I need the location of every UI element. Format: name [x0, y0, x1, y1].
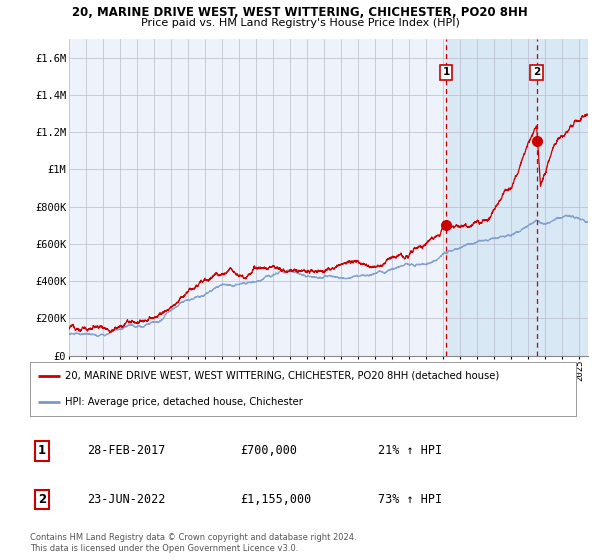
Text: 73% ↑ HPI: 73% ↑ HPI	[378, 493, 442, 506]
Text: HPI: Average price, detached house, Chichester: HPI: Average price, detached house, Chic…	[65, 397, 304, 407]
Text: 2: 2	[533, 67, 540, 77]
Bar	[446, 39, 588, 356]
Text: 1: 1	[38, 444, 46, 458]
Text: £700,000: £700,000	[240, 444, 297, 458]
Text: Contains HM Land Registry data © Crown copyright and database right 2024.
This d: Contains HM Land Registry data © Crown c…	[30, 533, 356, 553]
Text: 20, MARINE DRIVE WEST, WEST WITTERING, CHICHESTER, PO20 8HH: 20, MARINE DRIVE WEST, WEST WITTERING, C…	[72, 6, 528, 18]
Text: Price paid vs. HM Land Registry's House Price Index (HPI): Price paid vs. HM Land Registry's House …	[140, 18, 460, 28]
Text: 2: 2	[38, 493, 46, 506]
Text: 23-JUN-2022: 23-JUN-2022	[87, 493, 166, 506]
Text: £1,155,000: £1,155,000	[240, 493, 311, 506]
Text: 20, MARINE DRIVE WEST, WEST WITTERING, CHICHESTER, PO20 8HH (detached house): 20, MARINE DRIVE WEST, WEST WITTERING, C…	[65, 371, 500, 381]
Text: 1: 1	[443, 67, 450, 77]
Text: 28-FEB-2017: 28-FEB-2017	[87, 444, 166, 458]
Text: 21% ↑ HPI: 21% ↑ HPI	[378, 444, 442, 458]
